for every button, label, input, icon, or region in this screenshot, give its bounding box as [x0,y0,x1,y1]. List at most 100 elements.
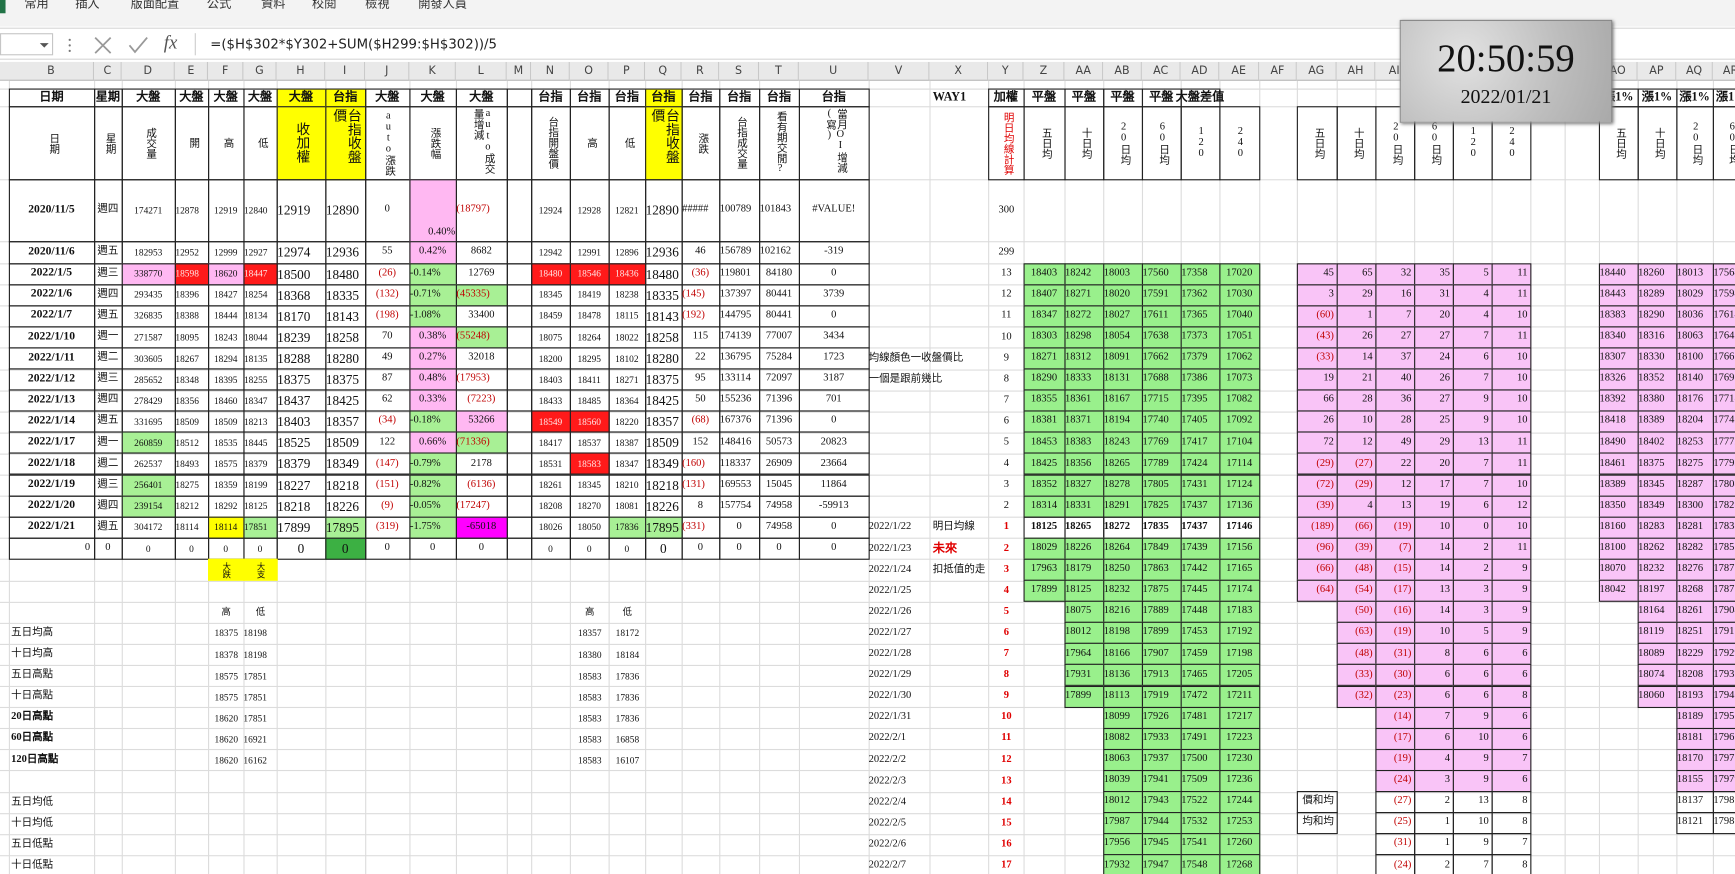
cell-text: 17931 [1065,668,1092,681]
cell: 18289 [1637,283,1677,307]
column-letter: AA [1064,61,1104,81]
cell: 台指開盤價 [530,105,571,180]
cell-text: 18218 [277,498,311,515]
cell-text: (145) [682,288,705,300]
cell: 12919 [276,178,326,242]
cell: 12924 [530,178,571,242]
cell: 大盤 [121,87,176,107]
cell-text: 18012 [1103,795,1131,807]
cell: 17913 [1141,664,1182,687]
cell: 18437 [276,389,326,412]
cell-text: 18193 [1676,690,1704,702]
cell: 17358 [1180,262,1220,285]
cell-text: 2022/2/4 [868,796,906,808]
cell: 18218 [324,474,366,497]
cell: 10 [1452,812,1493,835]
function-icon[interactable]: fx [163,32,178,54]
cell: 6 [1452,643,1493,666]
cell-text: 18060 [1638,690,1665,702]
cell-text: 17424 [1181,457,1208,469]
ribbon-tab[interactable]: 公式 [206,0,232,12]
cell: 18208 [530,495,571,518]
ribbon-tab[interactable]: 常用 [24,0,49,12]
cell-text: 240 [1234,126,1246,160]
formula-text[interactable]: =($H$302*$Y302+SUM($H299:$H$302))/5 [210,36,497,52]
cell: 16921 [243,728,277,750]
ribbon-tab[interactable]: 資料 [261,0,286,12]
cell: (64) [1296,579,1338,602]
cell-text: 18371 [1065,415,1092,427]
cell-text: 7 [1483,859,1489,871]
cell-text: 台指收盤價 [330,108,361,164]
cell: 17500 [1180,748,1220,771]
cell-text: 0 [736,542,742,554]
name-box[interactable] [0,33,54,56]
cell-text: 18303 [1030,330,1058,342]
cell-text: 週五 [97,245,119,257]
empty-cell [506,431,532,455]
cell: 53266 [455,410,508,433]
cell: 18560 [569,410,610,433]
cell-text: 17838 [1713,521,1735,533]
cell-text: 0.33% [419,394,447,406]
ribbon-tab[interactable]: 開發人員 [418,0,467,12]
cell-text: 18375 [277,371,311,388]
cell: 週四 [93,495,123,518]
cell-text: 2 [1483,542,1489,554]
cell-text: 18194 [1103,415,1131,427]
cell-text: 11864 [820,478,847,490]
cell-text: 18264 [1103,542,1131,554]
cell-text: 18509 [645,435,679,451]
cell-text: 17987 [1103,816,1131,828]
ribbon-tab[interactable]: 校閱 [312,0,337,12]
cell-text: 49 [382,352,393,364]
cell-text: (16) [1393,605,1412,617]
column-letter: G [243,61,277,81]
ribbon-tab[interactable]: 版面配置 [130,0,180,12]
cell-text: 9 [1522,626,1528,638]
cell: 18620 [207,262,244,285]
cell-text: 2022/1/19 [27,478,76,491]
cell: 17805 [1141,474,1182,497]
cell: 12991 [569,240,610,264]
cell-text: 18208 [538,500,563,512]
cell: 10 [1413,516,1454,539]
cell-text: 低 [255,137,267,148]
cell-text: 11 [1517,542,1528,554]
grid-line [645,80,647,874]
cell: 17373 [1180,326,1220,349]
cell-text: 十日均 [1351,126,1363,159]
grid-line [0,791,1735,793]
cell: 17532 [1180,812,1220,835]
cell: 5 [988,432,1025,454]
ribbon-tab[interactable]: 插入 [75,0,100,12]
cell-text: 40 [1400,373,1412,385]
cell-text: 16921 [243,733,267,745]
cell-text: 週五 [97,521,119,533]
cell: 18396 [174,283,209,307]
cell: 2020/11/5 [8,178,95,242]
file-tab[interactable] [0,0,6,14]
cell: 7 [1452,474,1493,497]
enter-icon[interactable] [128,37,148,54]
cell: 50573 [758,431,800,455]
cell-text: 週五 [97,415,119,427]
cell-text: 17638 [1142,330,1169,342]
ribbon-tab[interactable]: 檢視 [365,0,390,12]
cell-text: 17358 [1181,267,1208,279]
cell: 18403 [1022,262,1066,285]
cell: 22 [681,347,720,370]
cell: 18403 [530,368,571,391]
cell: 33400 [455,304,508,328]
cell-text: 155236 [719,394,752,406]
cell-text: (160) [682,457,705,469]
cell-text: 18403 [1030,267,1058,279]
cell-text: 18537 [577,437,601,449]
cell: 均線顏色一收盤價比 [869,348,964,370]
cell-text: 17541 [1181,838,1208,850]
cell: 17932 [1102,854,1143,874]
cell: 17941 [1141,769,1182,793]
dropdown-arrow [39,43,49,48]
cancel-icon[interactable] [94,36,112,54]
cell-text: 33400 [468,309,495,321]
